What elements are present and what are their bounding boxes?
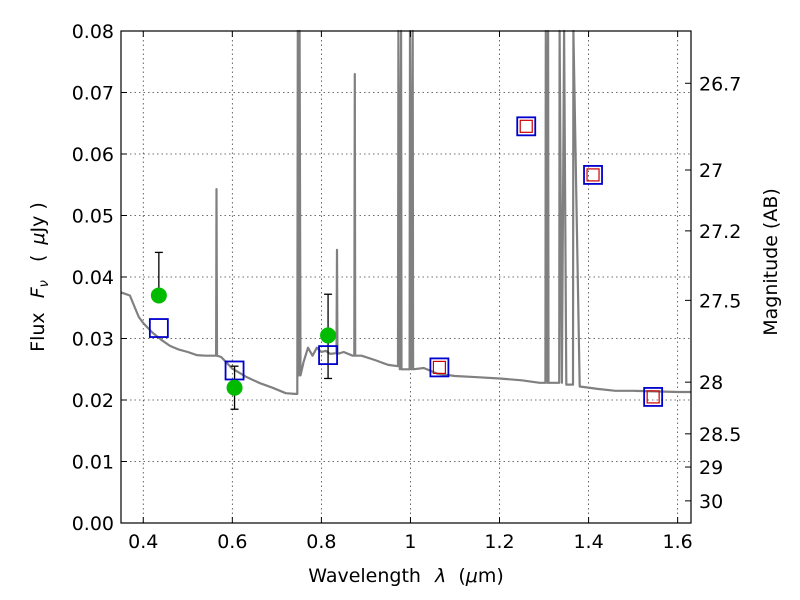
y2-tick-label: 26.7 bbox=[699, 73, 741, 95]
model-photometry-square bbox=[148, 318, 169, 338]
x-axis-label-symbol: λ bbox=[434, 565, 446, 587]
x-axis-label: Wavelength λ (μm) bbox=[308, 565, 504, 587]
y-axis-label-unit-symbol: μ bbox=[27, 232, 49, 245]
y-tick-label: 0.05 bbox=[72, 206, 114, 228]
observed-photometry-square bbox=[432, 360, 446, 375]
model-photometry-square bbox=[429, 357, 450, 378]
x-axis-label-main: Wavelength bbox=[308, 565, 421, 587]
x-tick-label: 0.8 bbox=[306, 531, 336, 553]
model-photometry-square bbox=[318, 345, 338, 366]
y-axis-label: Flux Fν ( μJy ) bbox=[27, 202, 53, 352]
y-tick-label: 0.06 bbox=[72, 144, 114, 166]
tick-layer: 0.4 0.6 0.8 1 1.2 1.4 1.6 0.00 0.01 0.02 0.03 0.04 0… bbox=[72, 21, 742, 553]
x-tick-label: 1.6 bbox=[663, 531, 693, 553]
x-axis-label-unit-rest: m) bbox=[478, 565, 504, 587]
y2-tick-label: 30 bbox=[699, 491, 723, 513]
observed-photometry-square bbox=[646, 390, 660, 404]
x-tick-label: 0.6 bbox=[217, 531, 247, 553]
y-tick-label: 0.00 bbox=[72, 513, 114, 535]
model-photometry-square bbox=[583, 165, 603, 185]
y2-tick-label: 28 bbox=[699, 372, 723, 394]
model-photometry-square bbox=[516, 116, 537, 137]
y-tick-label: 0.01 bbox=[72, 452, 114, 474]
y-axis-label-main: Flux bbox=[27, 312, 49, 352]
detection-point bbox=[320, 327, 337, 344]
x-tick-label: 1.4 bbox=[573, 531, 603, 553]
x-tick-label: 1 bbox=[404, 531, 416, 553]
spectrum-line bbox=[120, 29, 691, 395]
y-axis-label-unit-rest: Jy ) bbox=[27, 202, 49, 233]
y-axis-label-unit-open: ( bbox=[27, 255, 49, 262]
y2-tick-label: 27 bbox=[699, 160, 723, 182]
y2-tick-label: 28.5 bbox=[699, 424, 741, 446]
grid-layer bbox=[121, 31, 691, 523]
detection-point bbox=[226, 379, 243, 396]
marker-layer bbox=[148, 116, 664, 410]
y-tick-label: 0.07 bbox=[72, 83, 114, 105]
model-photometry-square bbox=[224, 360, 245, 381]
y-axis-label-subscript: ν bbox=[37, 280, 52, 287]
observed-photometry-square bbox=[586, 168, 600, 182]
y2-tick-label: 27.2 bbox=[699, 221, 741, 243]
y-tick-label: 0.04 bbox=[72, 267, 114, 289]
x-axis-label-unit-symbol: μ bbox=[465, 565, 478, 587]
y-tick-label: 0.02 bbox=[72, 390, 114, 412]
y-axis-label-symbol: F bbox=[27, 286, 49, 298]
y2-axis-label: Magnitude (AB) bbox=[760, 188, 782, 336]
x-tick-label: 1.2 bbox=[484, 531, 514, 553]
detection-point bbox=[150, 287, 167, 304]
y-tick-label: 0.03 bbox=[72, 329, 114, 351]
model-photometry-square bbox=[643, 387, 664, 407]
spectrum-layer bbox=[120, 29, 691, 395]
observed-photometry-square bbox=[519, 119, 533, 133]
x-tick-label: 0.4 bbox=[128, 531, 158, 553]
x-axis-label-unit-open: ( bbox=[458, 565, 465, 587]
y2-tick-label: 29 bbox=[699, 457, 723, 479]
y-tick-label: 0.08 bbox=[72, 21, 114, 43]
y2-tick-label: 27.5 bbox=[699, 290, 741, 312]
